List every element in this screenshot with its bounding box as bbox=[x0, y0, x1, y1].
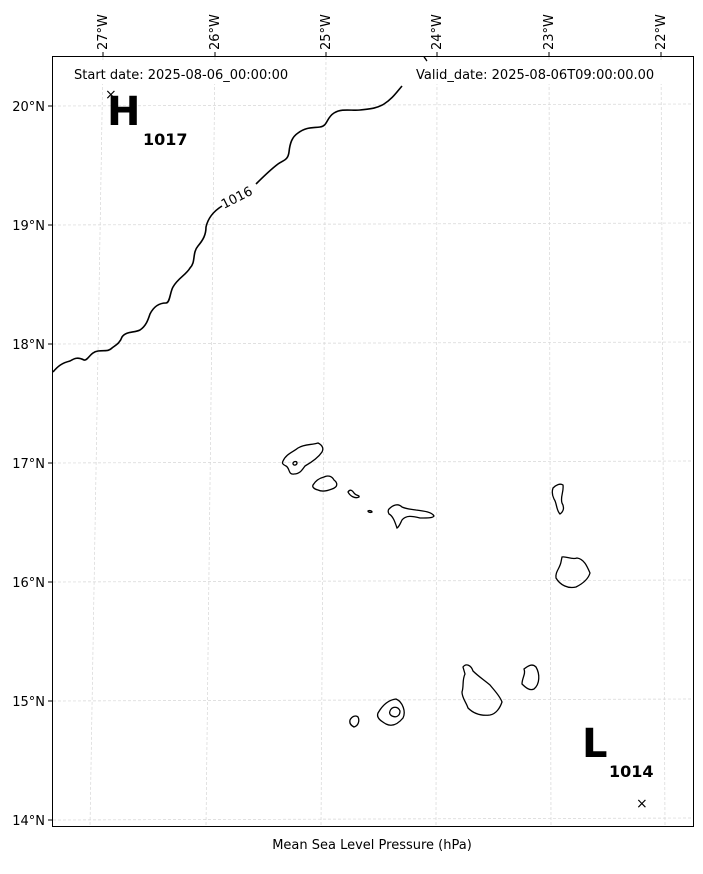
high-pressure-center: × H 1017 bbox=[105, 87, 188, 149]
longitude-tick-label: 22°W bbox=[654, 14, 669, 50]
longitude-tick-label: 25°W bbox=[319, 14, 334, 50]
low-pressure-center: L 1014 × bbox=[582, 721, 654, 812]
low-center-marker: × bbox=[636, 796, 648, 812]
start-date-label: Start date: 2025-08-06_00:00:00 bbox=[74, 68, 288, 83]
longitude-tick-label: 24°W bbox=[430, 14, 445, 50]
valid-date-label: Valid_date: 2025-08-06T09:00:00.00 bbox=[416, 68, 654, 83]
island-sal bbox=[551, 483, 565, 515]
graticule bbox=[52, 56, 694, 827]
grid-line-lon bbox=[89, 56, 104, 827]
island-islet bbox=[292, 460, 298, 466]
island-sao-vicente bbox=[312, 475, 338, 492]
latitude-tick-label: 20°N bbox=[12, 100, 45, 115]
high-center-marker: × bbox=[105, 87, 117, 103]
isobar-label: 1016 bbox=[219, 184, 255, 212]
grid-line-lon bbox=[548, 56, 552, 827]
longitude-tick-label: 26°W bbox=[208, 14, 223, 50]
longitude-tick-label: 23°W bbox=[542, 14, 557, 50]
island-brava bbox=[349, 715, 360, 728]
grid-line-lat bbox=[52, 579, 694, 583]
low-letter: L bbox=[582, 721, 608, 767]
island-santa-luzia bbox=[347, 489, 360, 499]
grid-line-lon bbox=[660, 56, 666, 827]
island-fogo bbox=[376, 698, 405, 726]
longitude-ticks: 27°W 26°W 25°W 24°W 23°W 22°W bbox=[96, 14, 669, 56]
island-fogo-crater bbox=[388, 706, 401, 718]
latitude-tick-label: 19°N bbox=[12, 219, 45, 234]
grid-line-lat bbox=[52, 817, 694, 821]
coastline bbox=[281, 442, 591, 728]
grid-line-lon bbox=[435, 56, 438, 827]
island-maio bbox=[521, 664, 540, 691]
map-caption: Mean Sea Level Pressure (hPa) bbox=[272, 838, 472, 853]
grid-line-lat bbox=[52, 103, 694, 107]
high-value: 1017 bbox=[143, 130, 188, 149]
island-boa-vista bbox=[555, 556, 591, 589]
isobar-line bbox=[52, 205, 223, 373]
isobar-line bbox=[423, 56, 428, 62]
grid-line-lat bbox=[52, 341, 694, 345]
latitude-tick-label: 15°N bbox=[12, 695, 45, 710]
header-backdrop bbox=[70, 62, 310, 84]
latitude-tick-label: 16°N bbox=[12, 576, 45, 591]
latitude-tick-label: 18°N bbox=[12, 338, 45, 353]
grid-line-lat bbox=[52, 698, 694, 702]
grid-line-lat bbox=[52, 222, 694, 226]
latitude-tick-label: 14°N bbox=[12, 814, 45, 829]
grid-line-lon bbox=[205, 56, 216, 827]
high-letter: H bbox=[107, 89, 140, 135]
latitude-tick-label: 17°N bbox=[12, 457, 45, 472]
island-islet-2 bbox=[367, 509, 373, 514]
low-value: 1014 bbox=[609, 762, 654, 781]
isobar-line bbox=[255, 85, 403, 185]
longitude-tick-label: 27°W bbox=[96, 14, 111, 50]
map-frame bbox=[52, 56, 694, 827]
grid-line-lat bbox=[52, 460, 694, 464]
header-backdrop bbox=[412, 62, 674, 84]
island-santiago bbox=[461, 664, 503, 716]
latitude-ticks: 20°N 19°N 18°N 17°N 16°N 15°N 14°N bbox=[12, 100, 52, 829]
island-sao-nicolau bbox=[387, 504, 435, 529]
grid-line-lon bbox=[320, 56, 327, 827]
island-santo-antao bbox=[281, 442, 324, 475]
